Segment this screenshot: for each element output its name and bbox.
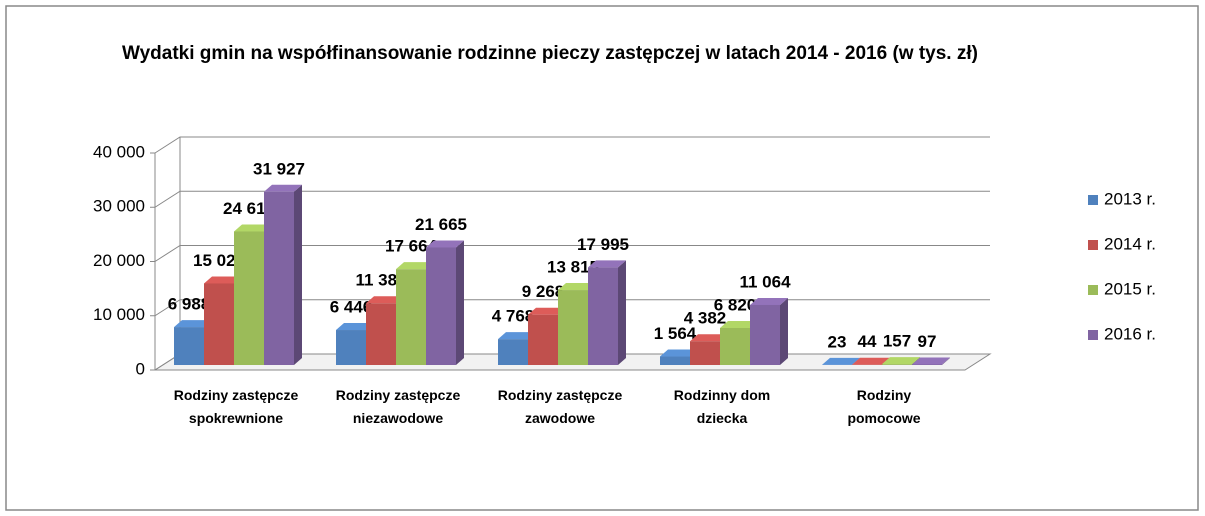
bar-front bbox=[234, 231, 264, 365]
bar-top bbox=[498, 332, 536, 340]
legend-swatch bbox=[1088, 195, 1098, 205]
bar-top bbox=[264, 184, 302, 192]
bar-front bbox=[426, 247, 456, 365]
bar-front bbox=[174, 327, 204, 365]
bar bbox=[426, 240, 464, 365]
data-label: 6 988 bbox=[168, 295, 211, 314]
bar-front bbox=[336, 330, 366, 365]
legend-swatch bbox=[1088, 285, 1098, 295]
bar-front bbox=[588, 267, 618, 365]
bar-top bbox=[366, 296, 404, 304]
bar-front bbox=[396, 269, 426, 365]
y-tick-label: 10 000 bbox=[93, 305, 145, 324]
bar-top bbox=[396, 262, 434, 270]
chart-border bbox=[5, 5, 1199, 511]
bar-top bbox=[822, 357, 860, 365]
data-label: 9 268 bbox=[522, 282, 565, 301]
grid-line bbox=[154, 190, 990, 208]
bar-front bbox=[204, 283, 234, 365]
chart-title: Wydatki gmin na współfinansowanie rodzin… bbox=[122, 43, 978, 64]
bar-top bbox=[558, 283, 596, 291]
bar bbox=[264, 184, 302, 365]
bar-front bbox=[558, 290, 588, 365]
bar-front bbox=[882, 364, 912, 365]
bar-front bbox=[720, 328, 750, 365]
bar-side bbox=[456, 240, 464, 365]
bar-top bbox=[660, 349, 698, 357]
y-tick-label: 30 000 bbox=[93, 197, 145, 216]
bar-top bbox=[750, 297, 788, 305]
x-tick-label: Rodziny pomocowe bbox=[847, 387, 921, 426]
bar-top bbox=[852, 357, 890, 365]
data-label: 11 382 bbox=[355, 271, 406, 290]
data-label: 4 382 bbox=[684, 309, 727, 328]
bar-front bbox=[498, 339, 528, 365]
data-label: 31 927 bbox=[253, 159, 305, 178]
data-label: 11 064 bbox=[739, 272, 791, 291]
x-tick-label: Rodziny zastępcze zawodowe bbox=[497, 387, 623, 426]
legend-label: 2013 r. bbox=[1104, 189, 1156, 208]
bar-front bbox=[366, 303, 396, 365]
bar-side bbox=[294, 184, 302, 365]
data-label: 6 820 bbox=[714, 295, 757, 314]
bar-top bbox=[912, 357, 950, 365]
data-label: 24 610 bbox=[223, 199, 275, 218]
bar bbox=[588, 260, 626, 365]
bar-front bbox=[912, 364, 942, 365]
bar-top bbox=[174, 320, 212, 328]
x-tick-label: Rodziny zastępcze spokrewnione bbox=[173, 387, 299, 426]
legend-label: 2016 r. bbox=[1104, 324, 1156, 343]
data-label: 21 665 bbox=[415, 215, 467, 234]
bar-top bbox=[690, 334, 728, 342]
bar bbox=[750, 297, 788, 365]
grid-line bbox=[154, 136, 990, 154]
x-tick-label: Rodzinny dom dziecka bbox=[673, 387, 771, 426]
legend-swatch bbox=[1088, 330, 1098, 340]
y-tick-label: 0 bbox=[136, 359, 145, 378]
bar-top bbox=[882, 357, 920, 365]
data-label: 4 768 bbox=[492, 307, 535, 326]
bar-front bbox=[528, 314, 558, 365]
bar-front bbox=[690, 341, 720, 365]
y-tick-label: 20 000 bbox=[93, 251, 145, 270]
bar-top bbox=[234, 224, 272, 232]
bar-front bbox=[750, 304, 780, 365]
bar-top bbox=[528, 307, 566, 315]
bar-top bbox=[588, 260, 626, 268]
bar-front bbox=[660, 356, 690, 365]
data-label: 44 bbox=[858, 332, 877, 351]
y-tick-label: 40 000 bbox=[93, 142, 145, 161]
grid-line bbox=[154, 245, 990, 262]
bar-front bbox=[264, 191, 294, 365]
bar-top bbox=[336, 323, 374, 331]
legend-label: 2014 r. bbox=[1104, 234, 1156, 253]
grid-line bbox=[154, 299, 990, 317]
legend-swatch bbox=[1088, 240, 1098, 250]
data-label: 1 564 bbox=[654, 324, 697, 343]
bar-top bbox=[720, 321, 758, 329]
data-label: 97 bbox=[918, 332, 937, 351]
bar bbox=[912, 357, 950, 365]
data-label: 13 815 bbox=[547, 258, 599, 277]
x-tick-label: Rodziny zastępcze niezawodowe bbox=[335, 387, 461, 426]
bar-top bbox=[204, 276, 242, 284]
bar-top bbox=[426, 240, 464, 248]
legend-label: 2015 r. bbox=[1104, 279, 1156, 298]
data-label: 17 664 bbox=[385, 237, 438, 256]
bar-side bbox=[780, 297, 788, 365]
data-label: 157 bbox=[883, 332, 911, 351]
data-label: 15 029 bbox=[193, 251, 245, 270]
bar-side bbox=[618, 260, 626, 365]
data-label: 23 bbox=[828, 332, 847, 351]
data-label: 6 446 bbox=[330, 298, 373, 317]
data-label: 17 995 bbox=[577, 235, 629, 254]
bar-side bbox=[942, 357, 950, 365]
